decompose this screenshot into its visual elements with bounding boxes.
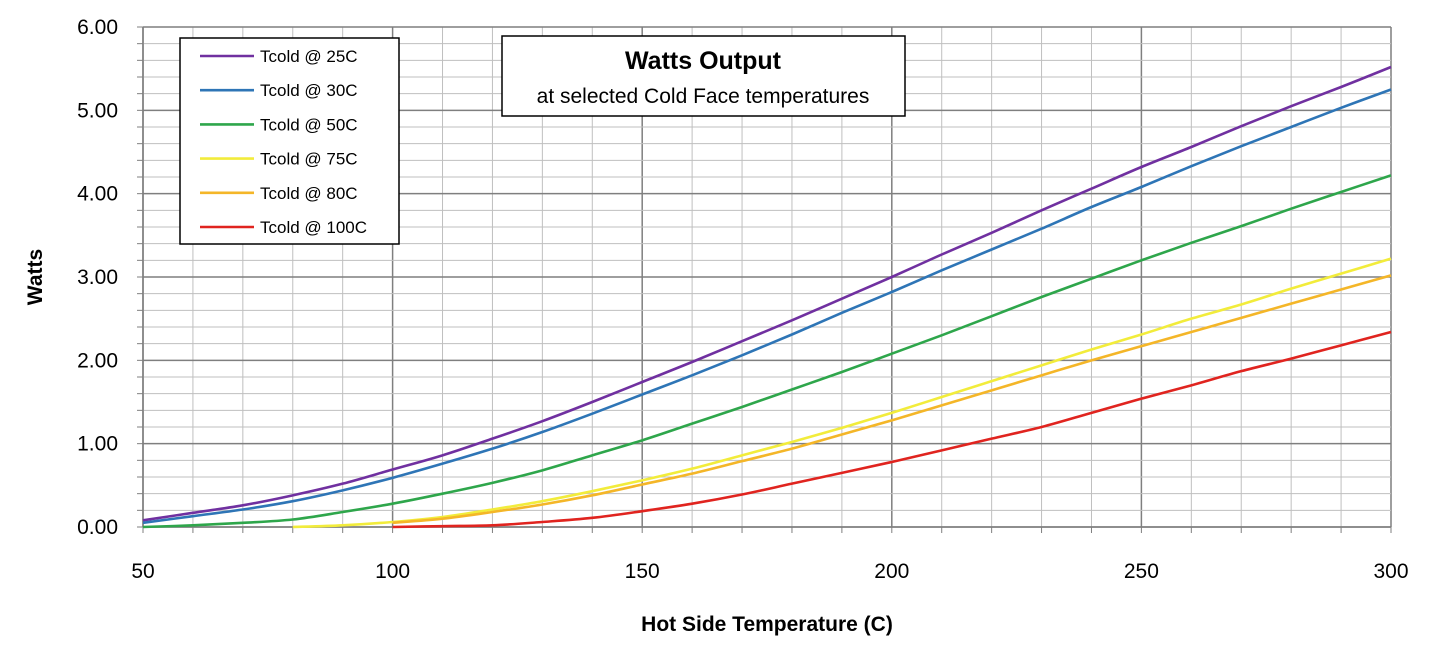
series-line [142, 174, 1392, 529]
x-axis-title: Hot Side Temperature (C) [641, 613, 893, 636]
legend-label: Tcold @ 100C [260, 218, 367, 237]
y-tick-label: 2.00 [77, 349, 118, 372]
y-tick-label: 5.00 [77, 99, 118, 122]
legend-label: Tcold @ 80C [260, 184, 358, 203]
y-tick-label: 4.00 [77, 183, 118, 206]
tick-labels: 50 100 150 200 250 300 0.00 1.00 2.00 3.00 4.00 5.0… [77, 16, 1408, 583]
series-line [142, 65, 1392, 522]
legend-label: Tcold @ 50C [260, 115, 358, 134]
chart-title: Watts Output [625, 47, 782, 75]
chart-subtitle: at selected Cold Face temperatures [537, 85, 870, 108]
series-line [392, 274, 1392, 525]
x-tick-label: 50 [131, 560, 154, 583]
x-tick-label: 300 [1373, 560, 1408, 583]
series-line [392, 330, 1392, 529]
y-tick-label: 3.00 [77, 266, 118, 289]
y-tick-label: 0.00 [77, 516, 118, 539]
x-tick-label: 100 [375, 560, 410, 583]
chart-title-box: Watts Output at selected Cold Face tempe… [501, 35, 906, 117]
x-tick-label: 150 [625, 560, 660, 583]
legend-label: Tcold @ 25C [260, 47, 358, 66]
y-tick-label: 1.00 [77, 433, 118, 456]
legend-label: Tcold @ 75C [260, 150, 358, 169]
series-lines [142, 65, 1392, 529]
y-tick-label: 6.00 [77, 16, 118, 39]
x-tick-label: 250 [1124, 560, 1159, 583]
x-tick-label: 200 [874, 560, 909, 583]
series-line [142, 88, 1392, 525]
legend: Tcold @ 25C Tcold @ 30C Tcold @ 50C Tcold @… [179, 37, 400, 245]
y-axis-title: Watts [24, 249, 47, 305]
legend-label: Tcold @ 30C [260, 81, 358, 100]
series-line [292, 257, 1392, 529]
axes [137, 26, 1392, 533]
